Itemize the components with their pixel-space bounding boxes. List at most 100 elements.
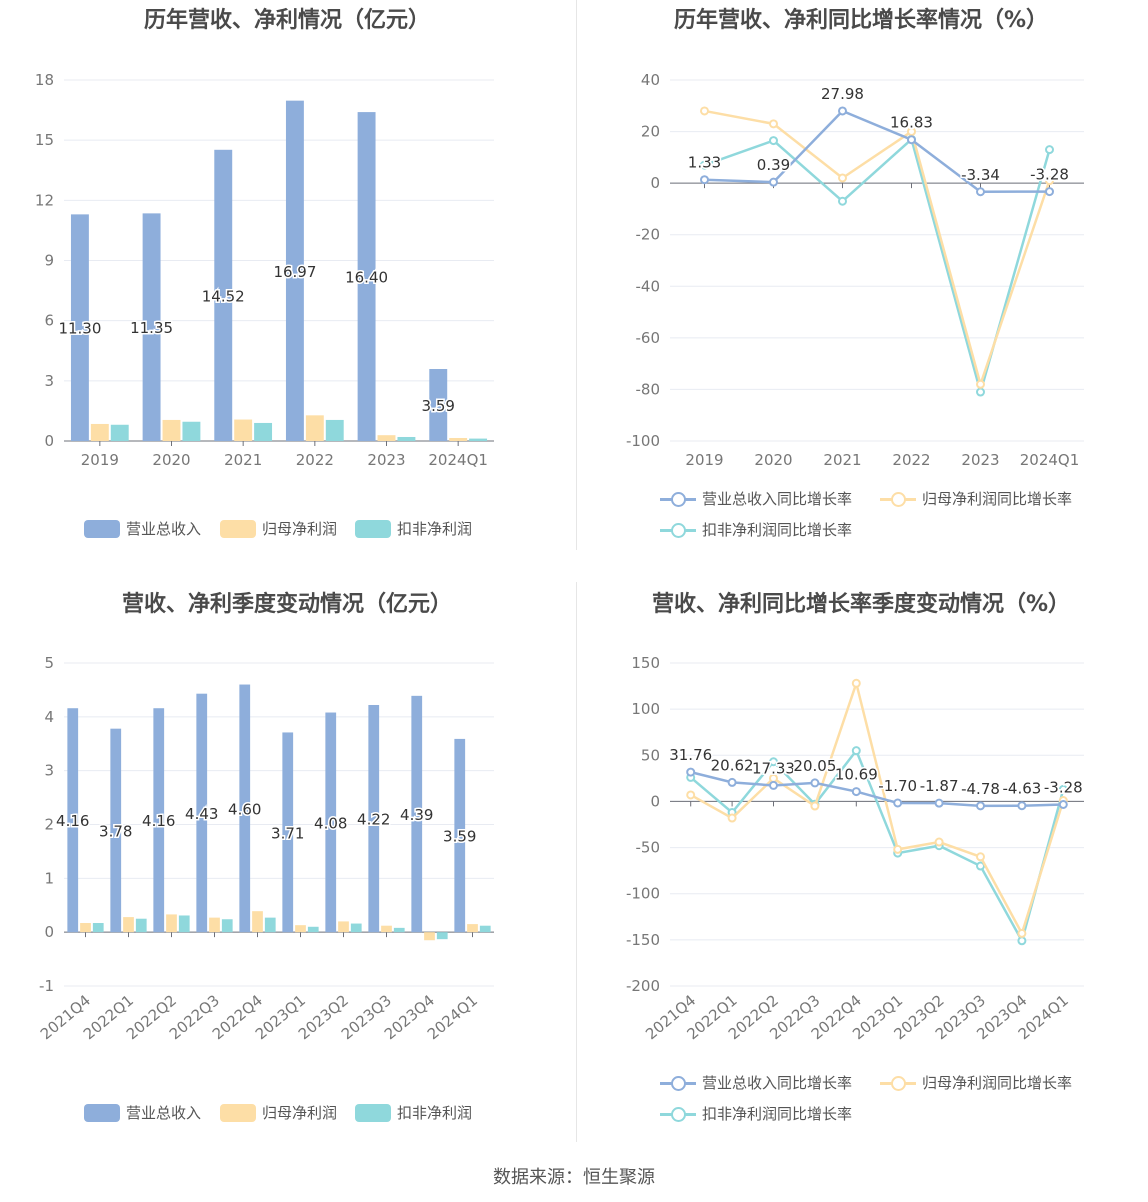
annual-growth-rate-chart: 历年营收、净利同比增长率情况（%） -100 -80 -60 -40 -20 0 20 40 2… [574,0,1148,580]
legend-item-deducted-profit[interactable]: 扣非净利润 [355,518,472,539]
legend-item-revenue[interactable]: 营业总收入 [84,1102,201,1123]
data-label: 0.39 [757,156,790,174]
data-point [976,387,985,397]
data-label: 3.59 [443,828,476,846]
bar [338,921,349,933]
data-label: 11.30 [58,320,101,338]
bar [166,914,177,933]
data-label: 4.16 [142,812,175,830]
panel-divider [576,582,577,1142]
bar [295,925,306,933]
x-tick-label: 2019 [81,451,119,469]
legend-line-swatch [660,1105,696,1123]
legend-item-net-growth[interactable]: 归母净利润同比增长率 [880,488,1072,509]
legend-item-revenue-growth[interactable]: 营业总收入同比增长率 [660,1072,852,1093]
x-tick-label: 2023 [961,451,999,469]
legend-swatch [355,519,391,538]
legend-item-net-profit[interactable]: 归母净利润 [220,518,337,539]
series-line [690,678,1065,937]
data-point [934,798,944,808]
bar [282,732,294,933]
bar [325,712,337,933]
data-point [769,757,778,767]
quarterly-growth-rate-chart: 营收、净利同比增长率季度变动情况（%） -200 -150 -100 -50 0 50 10… [574,584,1148,1164]
legend-swatch [84,519,120,538]
bar [110,728,122,933]
x-tick-label: 2023 [367,451,405,469]
bar [221,919,233,933]
bar [90,423,109,441]
data-label: -3.34 [961,166,1000,184]
y-tick-label: 150 [631,654,660,672]
chart-plot: 0 3 6 9 12 15 18 2019 2020 2021 2022 2023 2024Q1 11.3… [35,71,494,469]
bar [357,112,376,441]
data-label: 17.33 [752,759,795,777]
y-tick-label: -150 [626,931,660,949]
y-tick-label: -40 [636,277,661,295]
chart-title: 营收、净利同比增长率季度变动情况（%） [651,592,1071,617]
series-line [704,109,1051,389]
data-point [851,787,861,797]
bar [80,923,91,933]
bar [67,708,79,933]
bar [135,918,147,933]
y-tick-label: 1 [44,869,54,887]
series-line [690,770,1064,808]
data-label: -4.63 [1002,780,1041,798]
legend-item-net-profit[interactable]: 归母净利润 [220,1102,337,1123]
data-point [769,119,778,129]
bar [368,704,380,933]
y-tick-label: 40 [641,71,660,89]
data-label: -1.70 [878,777,917,795]
data-point [769,780,778,790]
data-point [1058,799,1068,809]
data-label: -3.28 [1044,778,1083,796]
legend-item-net-growth[interactable]: 归母净利润同比增长率 [880,1072,1072,1093]
legend-line-swatch [660,490,696,508]
bar [239,684,251,933]
bar [393,927,405,933]
panel-divider [576,0,577,550]
data-label: 11.35 [130,319,173,337]
data-point [700,175,709,185]
legend-swatch [355,1103,391,1122]
y-tick-label: -200 [626,977,660,995]
y-tick-label: 50 [641,746,660,764]
x-tick-label: 2022 [892,451,930,469]
data-label: 10.69 [835,766,878,784]
data-label: 31.76 [669,746,712,764]
y-tick-label: 0 [44,923,54,941]
data-point [1045,145,1054,155]
data-label: 14.52 [202,287,245,305]
chart-title: 营收、净利季度变动情况（亿元） [121,592,452,617]
bar [234,419,253,441]
y-tick-label: 100 [631,700,660,718]
legend-item-revenue[interactable]: 营业总收入 [84,518,201,539]
legend-line-swatch [660,521,696,539]
bar [479,925,491,933]
chart-plot: -10123452021Q42022Q12022Q22022Q32022Q420… [37,654,494,1043]
bar [411,695,423,933]
legend-item-deducted-profit[interactable]: 扣非净利润 [355,1102,472,1123]
data-point [976,861,985,871]
data-label: 3.59 [422,397,455,415]
chart-title: 历年营收、净利同比增长率情况（%） [673,8,1049,33]
series-line [689,748,1065,945]
legend-item-deducted-growth[interactable]: 扣非净利润同比增长率 [660,1103,852,1124]
legend-item-revenue-growth[interactable]: 营业总收入同比增长率 [660,488,852,509]
data-label: 16.97 [273,263,316,281]
bar [325,419,344,441]
data-point [727,813,737,823]
data-point [1017,936,1027,946]
y-tick-label: -100 [626,885,660,903]
legend-swatch [220,519,256,538]
data-label: 1.33 [688,154,721,172]
bar [350,923,362,933]
data-label: -4.78 [961,780,1000,798]
bar [162,419,181,441]
legend-item-deducted-growth[interactable]: 扣非净利润同比增长率 [660,519,852,540]
annual-revenue-profit-chart: 历年营收、净利情况（亿元） 0 3 6 9 12 15 18 2019 2020 2021 2022… [0,0,574,580]
data-point [700,160,709,170]
x-tick-label: 2022 [296,451,334,469]
data-point [769,136,778,146]
